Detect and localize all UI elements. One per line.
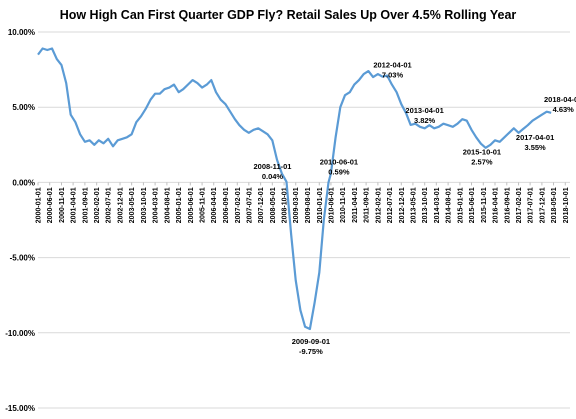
x-tick-label: 2013-05-01 xyxy=(410,187,417,223)
x-tick-label: 2011-09-01 xyxy=(364,187,371,223)
x-tick-label: 2018-05-01 xyxy=(551,187,558,223)
x-tick-label: 2014-03-01 xyxy=(434,187,441,223)
x-tick-label: 2005-11-01 xyxy=(200,187,207,223)
x-tick-label: 2001-09-01 xyxy=(82,187,89,223)
x-tick-label: 2015-06-01 xyxy=(469,187,476,223)
x-tick-label: 2012-07-01 xyxy=(387,187,394,223)
x-tick-label: 2000-11-01 xyxy=(59,187,66,223)
x-tick-label: 2012-12-01 xyxy=(399,187,406,223)
annotation-date: 2010-06-01 xyxy=(320,158,358,167)
x-tick-label: 2000-01-01 xyxy=(36,187,43,223)
x-tick-label: 2003-05-01 xyxy=(129,187,136,223)
x-tick-label: 2013-10-01 xyxy=(422,187,429,223)
x-tick-label: 2005-06-01 xyxy=(188,187,195,223)
chart-title: How High Can First Quarter GDP Fly? Reta… xyxy=(59,8,517,22)
x-tick-label: 2016-09-01 xyxy=(504,187,511,223)
annotation-date: 2009-09-01 xyxy=(292,337,330,346)
annotations: 2008-11-010.04% 2009-09-01-9.75% 2010-06-0… xyxy=(254,61,576,356)
y-tick-label: -10.00% xyxy=(5,329,35,338)
x-tick-label: 2002-07-01 xyxy=(106,187,113,223)
x-tick-label: 2010-01-01 xyxy=(317,187,324,223)
x-tick-label: 2014-08-01 xyxy=(446,187,453,223)
annotation-value: 0.59% xyxy=(328,168,350,177)
x-tick-label: 2002-12-01 xyxy=(118,187,125,223)
annotation-date: 2018-04-01 xyxy=(544,95,576,104)
x-tick-label: 2001-04-01 xyxy=(71,187,78,223)
x-tick-label: 2004-03-01 xyxy=(153,187,160,223)
x-tick-label: 2008-05-01 xyxy=(270,187,277,223)
x-tick-label: 2000-06-01 xyxy=(47,187,54,223)
x-tick-label: 2007-07-01 xyxy=(246,187,253,223)
annotation-date: 2015-10-01 xyxy=(463,148,501,157)
x-tick-label: 2009-08-01 xyxy=(305,187,312,223)
annotation-value: -9.75% xyxy=(299,347,323,356)
annotation-value: 3.82% xyxy=(414,116,436,125)
annotation-value: 3.55% xyxy=(524,143,546,152)
annotation-date: 2017-04-01 xyxy=(516,133,554,142)
y-axis: 10.00% 5.00% 0.00% -5.00% -10.00% -15.00% xyxy=(5,28,35,413)
gridlines xyxy=(38,31,570,409)
annotation-value: 4.63% xyxy=(553,105,575,114)
series-line xyxy=(37,47,552,331)
x-tick-label: 2002-02-01 xyxy=(94,187,101,223)
x-tick-label: 2017-12-01 xyxy=(539,187,546,223)
x-tick-label: 2006-04-01 xyxy=(211,187,218,223)
series-line-path xyxy=(37,47,552,331)
x-tick-label: 2015-11-01 xyxy=(481,187,488,223)
annotation-value: 0.04% xyxy=(262,172,284,181)
annotation-date: 2013-04-01 xyxy=(405,106,443,115)
y-tick-label: 0.00% xyxy=(12,178,35,187)
x-tick-label: 2004-08-01 xyxy=(164,187,171,223)
y-tick-label: 10.00% xyxy=(8,28,35,37)
x-tick-label: 2003-10-01 xyxy=(141,187,148,223)
x-tick-label: 2009-03-01 xyxy=(293,187,300,223)
x-axis: 2000-01-01 2000-06-01 2000-11-01 2001-04-01… xyxy=(36,182,570,223)
y-tick-label: -15.00% xyxy=(5,404,35,413)
x-tick-label: 2006-09-01 xyxy=(223,187,230,223)
annotation-date: 2012-04-01 xyxy=(373,61,411,70)
x-tick-label: 2017-02-01 xyxy=(516,187,523,223)
annotation-value: 2.57% xyxy=(471,158,493,167)
x-tick-label: 2007-12-01 xyxy=(258,187,265,223)
x-tick-label: 2011-04-01 xyxy=(352,187,359,223)
x-tick-label: 2016-04-01 xyxy=(493,187,500,223)
x-tick-label: 2007-02-01 xyxy=(235,187,242,223)
y-tick-label: 5.00% xyxy=(12,103,35,112)
x-tick-label: 2012-02-01 xyxy=(375,187,382,223)
x-tick-label: 2010-06-01 xyxy=(328,187,335,223)
annotation-date: 2008-11-01 xyxy=(254,162,292,171)
x-tick-label: 2017-07-01 xyxy=(528,187,535,223)
x-tick-label: 2018-10-01 xyxy=(563,187,570,223)
x-tick-label: 2010-11-01 xyxy=(340,187,347,223)
x-tick-label: 2005-01-01 xyxy=(176,187,183,223)
x-tick-label: 2008-10-01 xyxy=(282,187,289,223)
x-tick-label: 2015-01-01 xyxy=(457,187,464,223)
y-tick-label: -5.00% xyxy=(10,254,35,263)
annotation-value: 7.03% xyxy=(382,71,404,80)
